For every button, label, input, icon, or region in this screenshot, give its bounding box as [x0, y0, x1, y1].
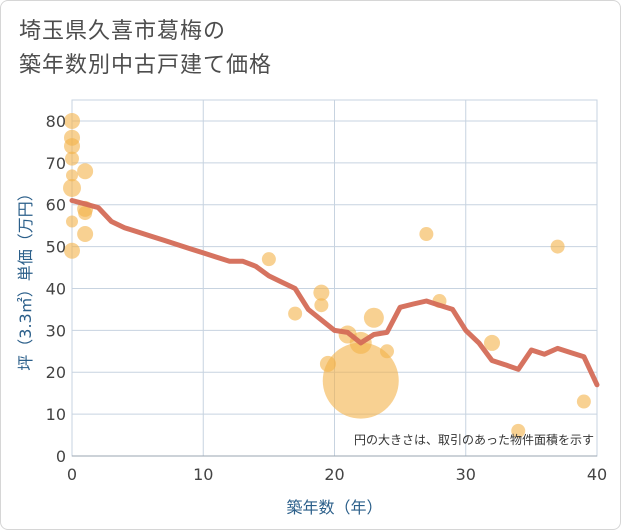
- x-tick-label-0: 0: [67, 465, 77, 484]
- bubble-point-0: [64, 112, 80, 129]
- y-tick-label-80: 80: [46, 112, 66, 131]
- x-tick-label-10: 10: [193, 465, 213, 484]
- bubble-point-25: [511, 423, 526, 438]
- bubble-point-13: [288, 306, 303, 321]
- bubble-point-15: [314, 298, 329, 313]
- bubble-point-19: [322, 342, 399, 419]
- bubble-point-4: [66, 169, 78, 182]
- bubble-point-3: [65, 151, 79, 166]
- y-tick-label-30: 30: [46, 321, 66, 340]
- x-tick-label-40: 40: [587, 465, 607, 484]
- bubble-point-24: [484, 334, 500, 351]
- size-legend-note: 円の大きさは、取引のあった物件面積を示す: [354, 432, 594, 447]
- y-tick-label-0: 0: [56, 447, 66, 466]
- y-tick-label-20: 20: [46, 363, 66, 382]
- x-tick-label-30: 30: [456, 465, 476, 484]
- bubble-point-12: [261, 252, 276, 267]
- bubble-point-26: [550, 239, 565, 254]
- y-axis-title: 坪（3.3㎡）単価（万円）: [16, 185, 35, 370]
- x-axis-title: 築年数（年）: [286, 498, 382, 517]
- trend-line: [69, 198, 600, 388]
- y-tick-label-10: 10: [46, 405, 66, 424]
- bubble-point-20: [363, 307, 384, 328]
- bubble-point-27: [576, 394, 591, 409]
- bubble-point-2: [64, 138, 80, 155]
- y-tick-label-40: 40: [46, 279, 66, 298]
- y-tick-label-60: 60: [46, 196, 66, 215]
- y-tick-label-50: 50: [46, 238, 66, 257]
- bubble-point-8: [77, 163, 94, 180]
- chart-title-line-2: 築年数別中古戸建て価格: [19, 53, 273, 78]
- bubble-point-11: [77, 226, 94, 243]
- chart-title-line-1: 埼玉県久喜市葛梅の: [19, 19, 227, 44]
- bubble-point-7: [64, 242, 80, 259]
- bubble-point-6: [66, 215, 78, 228]
- y-tick-label-70: 70: [46, 154, 66, 173]
- bubble-point-14: [313, 284, 330, 301]
- bubble-point-22: [419, 227, 434, 242]
- chart-title: 埼玉県久喜市葛梅の 築年数別中古戸建て価格: [19, 15, 272, 83]
- bubble-point-21: [380, 344, 394, 359]
- bubble-point-5: [63, 178, 81, 197]
- x-tick-label-20: 20: [324, 465, 344, 484]
